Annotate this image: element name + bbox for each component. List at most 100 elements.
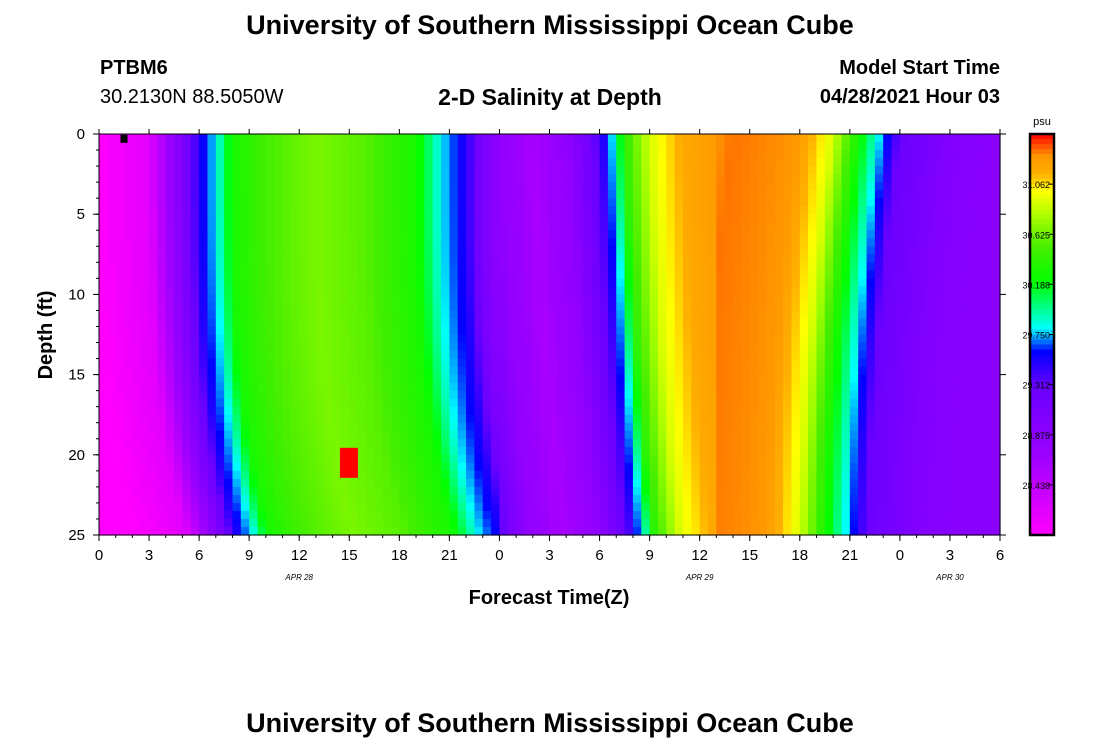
heatmap-cell: [808, 238, 818, 247]
heatmap-cell: [883, 166, 893, 175]
heatmap-cell: [441, 198, 450, 207]
heatmap-cell: [624, 286, 634, 295]
heatmap-cell: [290, 318, 300, 328]
heatmap-cell: [474, 134, 484, 143]
heatmap-cell: [949, 462, 959, 472]
heatmap-cell: [849, 398, 859, 408]
heatmap-cell: [140, 174, 150, 183]
heatmap-cell: [249, 206, 259, 215]
heatmap-cell: [858, 406, 868, 416]
heatmap-cell: [374, 174, 384, 183]
heatmap-cell: [365, 454, 375, 464]
heatmap-cell: [866, 246, 876, 255]
heatmap-cell: [616, 318, 626, 328]
heatmap-cell: [816, 318, 826, 328]
heatmap-cell: [958, 366, 968, 376]
heatmap-cell: [349, 278, 359, 287]
heatmap-cell: [365, 446, 375, 456]
heatmap-cell: [132, 246, 142, 255]
heatmap-cell: [666, 182, 676, 191]
heatmap-cell: [174, 494, 184, 504]
heatmap-cell: [958, 318, 968, 328]
heatmap-cell: [607, 206, 617, 215]
model-start-time: 04/28/2021 Hour 03: [819, 86, 1000, 108]
heatmap-cell: [833, 150, 843, 159]
heatmap-cell: [766, 390, 776, 400]
heatmap-cell: [541, 486, 551, 496]
heatmap-cell: [224, 302, 234, 312]
heatmap-cell: [466, 134, 476, 143]
heatmap-cell: [374, 366, 384, 376]
heatmap-cell: [190, 222, 200, 231]
heatmap-cell: [524, 270, 534, 279]
heatmap-cell: [783, 478, 793, 488]
heatmap-cell: [541, 214, 551, 223]
heatmap-cell: [983, 486, 993, 496]
heatmap-cell: [591, 454, 601, 464]
heatmap-cell: [866, 150, 876, 159]
heatmap-cell: [833, 190, 843, 199]
heatmap-cell: [441, 270, 450, 279]
heatmap-cell: [324, 438, 334, 448]
heatmap-cell: [991, 246, 1001, 255]
heatmap-cell: [808, 398, 818, 408]
heatmap-cell: [290, 278, 300, 287]
heatmap-cell: [416, 206, 425, 215]
heatmap-cell: [924, 206, 934, 215]
heatmap-cell: [716, 398, 726, 408]
heatmap-cell: [482, 270, 492, 279]
heatmap-cell: [199, 438, 209, 448]
heatmap-cell: [132, 478, 142, 488]
heatmap-cell: [641, 246, 651, 255]
heatmap-cell: [991, 318, 1001, 328]
heatmap-cell: [824, 462, 834, 472]
heatmap-cell: [324, 230, 334, 239]
heatmap-cell: [324, 470, 334, 480]
heatmap-cell: [758, 318, 767, 328]
heatmap-cell: [174, 478, 184, 488]
heatmap-cell: [390, 262, 400, 271]
heatmap-cell: [591, 326, 601, 336]
heatmap-cell: [766, 494, 776, 504]
heatmap-cell: [866, 182, 876, 191]
heatmap-cell: [207, 166, 217, 175]
heatmap-cell: [357, 310, 367, 320]
heatmap-cell: [315, 382, 325, 392]
heatmap-cell: [524, 190, 534, 199]
heatmap-cell: [449, 462, 459, 472]
heatmap-cell: [899, 318, 909, 328]
heatmap-cell: [974, 350, 984, 360]
heatmap-cell: [182, 310, 192, 320]
heatmap-cell: [549, 406, 559, 416]
heatmap-cell: [499, 438, 509, 448]
heatmap-cell: [941, 246, 951, 255]
heatmap-cell: [991, 278, 1001, 287]
heatmap-cell: [674, 334, 684, 344]
heatmap-cell: [983, 262, 993, 271]
heatmap-cell: [265, 166, 275, 175]
heatmap-cell: [866, 438, 876, 448]
heatmap-cell: [157, 254, 167, 263]
heatmap-cell: [140, 294, 150, 304]
heatmap-cell: [532, 406, 542, 416]
heatmap-cell: [424, 286, 434, 295]
heatmap-cell: [958, 462, 968, 472]
heatmap-cell: [541, 470, 551, 480]
heatmap-cell: [641, 358, 651, 368]
heatmap-cell: [974, 198, 984, 207]
heatmap-cell: [124, 174, 133, 183]
heatmap-cell: [966, 158, 976, 167]
heatmap-cell: [657, 230, 667, 239]
heatmap-cell: [749, 174, 759, 183]
heatmap-cell: [240, 254, 250, 263]
heatmap-cell: [432, 366, 442, 376]
heatmap-cell: [265, 182, 275, 191]
heatmap-cell: [749, 294, 759, 304]
heatmap-cell: [274, 286, 284, 295]
heatmap-cell: [866, 366, 876, 376]
heatmap-cell: [541, 430, 551, 440]
heatmap-cell: [482, 342, 492, 352]
heatmap-cell: [682, 430, 692, 440]
heatmap-cell: [874, 374, 884, 384]
heatmap-cell: [432, 206, 442, 215]
